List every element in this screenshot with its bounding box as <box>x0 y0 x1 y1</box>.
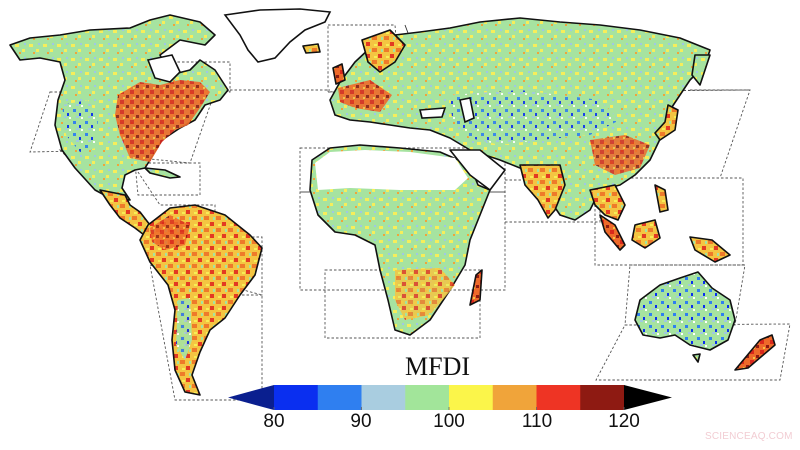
western-europe-hot <box>338 80 392 112</box>
east-china-hot <box>590 135 650 175</box>
eastern-north-america-high <box>115 80 210 162</box>
philippines <box>654 184 669 213</box>
colorbar-segment <box>492 385 537 410</box>
colorbar-segment <box>361 385 406 410</box>
greenland <box>223 8 332 63</box>
colorbar-tick-80: 80 <box>263 411 285 432</box>
new-guinea <box>689 236 731 263</box>
southern-africa-warm <box>395 268 455 320</box>
colorbar-under-arrow <box>228 385 274 410</box>
india <box>519 164 566 219</box>
colorbar <box>228 385 672 410</box>
scandinavia <box>361 29 406 73</box>
hudson-bay <box>146 54 181 83</box>
uk <box>332 63 346 85</box>
borneo <box>631 219 661 249</box>
colorbar-over-arrow <box>624 385 672 410</box>
australia <box>634 271 736 351</box>
madagascar <box>469 269 483 306</box>
cuba <box>144 167 181 179</box>
caspian-sea <box>459 97 475 124</box>
sumatra <box>599 214 626 251</box>
south-america <box>139 204 263 396</box>
black-sea <box>418 107 447 119</box>
colorbar-segment <box>274 385 319 410</box>
western-us-low <box>62 100 98 152</box>
arabia <box>449 149 506 191</box>
colorbar-tick-100: 100 <box>433 411 465 432</box>
watermark: SCIENCEAQ.COM <box>705 431 793 442</box>
new-zealand <box>734 334 776 371</box>
colorbar-tick-120: 120 <box>608 411 640 432</box>
sahara <box>315 150 468 190</box>
colorbar-tick-90: 90 <box>350 411 372 432</box>
tasmania <box>692 353 701 363</box>
central-asia-cool <box>450 90 620 145</box>
colorbar-segment <box>536 385 581 410</box>
colorbar-segment <box>405 385 450 410</box>
colorbar-segment <box>580 385 625 410</box>
colorbar-segment <box>449 385 494 410</box>
kamchatka <box>691 54 711 86</box>
andes-cool <box>176 298 192 360</box>
amazon-hot <box>150 215 190 250</box>
indochina <box>589 184 626 221</box>
japan <box>654 104 679 141</box>
iceland <box>302 43 321 54</box>
colorbar-segment <box>317 385 362 410</box>
colorbar-title: MFDI <box>405 352 471 381</box>
colorbar-tick-110: 110 <box>521 411 553 432</box>
